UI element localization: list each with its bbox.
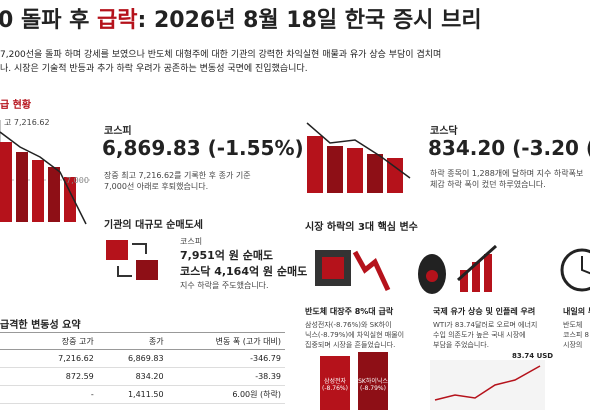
chart-label: 고 7,216.62 xyxy=(4,118,50,127)
title-text: 0 돌파 후 xyxy=(0,8,98,33)
intro-line: 7,200선을 돌파 하며 강세를 보였으나 반도체 대형주에 대한 기관의 강… xyxy=(0,50,442,60)
bar-label: 삼성전자 (-8.76%) xyxy=(322,378,348,392)
cell: 834.20 xyxy=(97,367,168,386)
body-line: 집중되며 시장을 흔들었습니다. xyxy=(305,341,396,349)
inst-value: 코스닥 4,164억 원 순매도 xyxy=(180,265,308,278)
title: 0 돌파 후 급락: 2026년 8월 18일 한국 증시 브리 xyxy=(0,2,482,34)
card-value: 834.20 (-3.20 (- xyxy=(428,136,590,160)
cell: 6.00원 (하락) xyxy=(167,385,285,404)
card-title: 코스닥 xyxy=(430,126,458,137)
factor-title: 내일의 투 xyxy=(563,307,590,316)
box-icon xyxy=(106,240,158,280)
desc-line: 7,000선 아래로 후퇴했습니다. xyxy=(104,182,209,191)
body-line: 시장의 xyxy=(563,341,583,349)
body-line: 반도체 xyxy=(563,321,583,329)
kospi-chart xyxy=(0,120,92,225)
cell: -38.39 xyxy=(167,367,285,386)
oil-chart xyxy=(430,360,545,410)
cell: 7,216.62 xyxy=(28,349,98,368)
card-title: 코스피 xyxy=(104,126,132,137)
summary-table: 장중 고가 종가 변동 폭 (고가 대비) 7,216.62 6,869.83 -346… xyxy=(0,332,285,404)
body-line: 닉스(-8.79%)에 차익실현 매물이 xyxy=(305,331,405,339)
inst-note: 지수 하락을 주도했습니다. xyxy=(180,281,269,290)
body-line: WTI가 83.74달러로 오르며 에너지 xyxy=(433,321,538,329)
cell: -346.79 xyxy=(167,349,285,368)
chart-label: 7,000 xyxy=(66,176,89,185)
intro-line: 나. 시장은 기술적 반등과 추가 하락 우려가 공존하는 변동성 국면에 진입… xyxy=(0,64,308,74)
cell: 6,869.83 xyxy=(97,349,168,368)
cell: 1,411.50 xyxy=(97,385,168,404)
cell: - xyxy=(28,385,98,404)
title-text: : 2026년 8월 18일 한국 증시 브리 xyxy=(137,8,482,33)
body-line: 부담을 주었습니다. xyxy=(433,341,489,349)
section-title: 기관의 대규모 순매도세 xyxy=(104,220,203,231)
badge: 83.74 USD xyxy=(512,352,554,360)
desc-line: 하락 종목이 1,288개에 달하며 지수 하락폭보 xyxy=(430,169,584,178)
intro: 7,200선을 돌파 하며 강세를 보였으나 반도체 대형주에 대한 기관의 강… xyxy=(0,48,441,76)
section-title: 시장 하락의 3대 핵심 변수 xyxy=(305,222,418,233)
table-header: 장중 고가 xyxy=(28,332,98,350)
desc-line: 장중 최고 7,216.62를 기록한 후 종가 기준 xyxy=(104,171,251,180)
factor-title: 국제 유가 상승 및 인플레 우려 xyxy=(433,307,536,316)
bar-label: SK하이닉스 (-8.79%) xyxy=(358,378,388,392)
inst-label: 코스피 xyxy=(180,237,203,246)
table-header: 변동 폭 (고가 대비) xyxy=(167,332,285,350)
table-header: 종가 xyxy=(97,332,168,350)
kosdaq-chart xyxy=(306,122,411,193)
factor-title: 반도체 대장주 8%대 급락 xyxy=(305,307,394,316)
body-line: 코스피 8 xyxy=(563,331,589,339)
table-title: 급격한 변동성 요약 xyxy=(0,320,81,331)
body-line: 수입 의존도가 높은 국내 시장에 xyxy=(433,331,526,339)
inst-value: 7,951억 원 순매도 xyxy=(180,249,274,262)
card-value: 6,869.83 (-1.55%) xyxy=(102,136,304,160)
desc-line: 체감 하락 폭이 컸던 하루였습니다. xyxy=(430,180,546,189)
card-desc: 장중 최고 7,216.62를 기록한 후 종가 기준 7,000선 아래로 후퇴… xyxy=(104,170,251,192)
factor-icons xyxy=(315,244,590,294)
cell: 872.59 xyxy=(28,367,98,386)
body-line: 삼성전자(-8.76%)와 SK하이 xyxy=(305,321,392,329)
section-title: 급 현황 xyxy=(0,100,32,111)
title-emphasis: 급락 xyxy=(97,8,138,33)
